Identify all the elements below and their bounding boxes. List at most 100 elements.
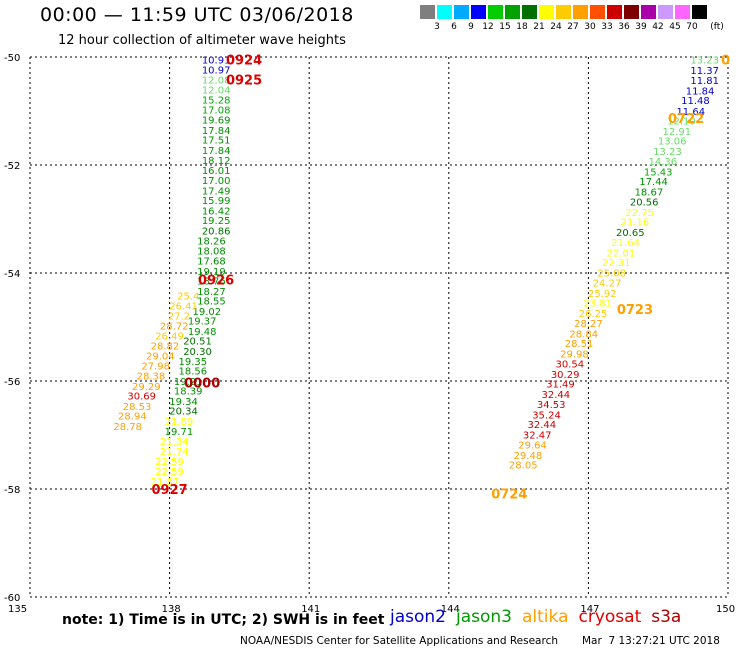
wave-height-point: 17.84: [202, 146, 231, 157]
wave-height-point: 20.65: [616, 228, 645, 239]
time-label: 0924: [226, 54, 262, 69]
wave-height-point: 25.08: [597, 268, 626, 279]
wave-height-point: 20.86: [202, 226, 231, 237]
wave-height-point: 10.97: [202, 65, 231, 76]
wave-height-point: 20.51: [183, 337, 212, 348]
wave-height-point: 17.49: [202, 186, 231, 197]
wave-height-point: 28.51: [565, 339, 594, 350]
time-label: 0724: [491, 487, 527, 502]
color-scale-label: 12: [482, 22, 494, 32]
wave-height-point: 26.41: [169, 301, 198, 312]
wave-height-point: 11.64: [676, 107, 705, 118]
wave-height-point: 19.21: [174, 377, 203, 388]
y-tick-label: -58: [4, 485, 20, 496]
legend-jason2: jason2: [390, 607, 446, 627]
wave-height-point: 14.36: [649, 157, 678, 168]
wave-height-point: 18.08: [197, 246, 226, 257]
color-scale-swatch: [692, 5, 707, 19]
color-scale-label: 70: [686, 22, 698, 32]
wave-height-point: 13.23: [653, 147, 682, 158]
wave-height-point: 18.39: [174, 387, 203, 398]
y-tick-label: -54: [4, 269, 20, 280]
wave-height-point: 19.19: [197, 267, 226, 278]
color-scale-swatch: [675, 5, 690, 19]
footer-note: note: 1) Time is in UTC; 2) SWH is in fe…: [62, 612, 385, 628]
color-scale-swatch: [624, 5, 639, 19]
wave-height-point: 31.49: [546, 380, 575, 391]
wave-height-point: 11.84: [686, 86, 715, 97]
wave-height-point: 20.56: [630, 198, 659, 209]
wave-height-point: 27.2: [168, 312, 190, 323]
time-label: 0000: [184, 377, 220, 392]
color-scale-label: 27: [567, 22, 579, 32]
time-label: 0926: [198, 273, 234, 288]
color-scale-label: 33: [601, 22, 613, 32]
wave-height-point: 21.34: [160, 437, 189, 448]
page-title: 00:00 — 11:59 UTC 03/06/2018: [40, 4, 354, 26]
wave-height-point: 19.35: [179, 357, 208, 368]
wave-height-point: 17.51: [202, 136, 231, 147]
wave-height-point: 32.44: [542, 390, 571, 401]
time-label: 0: [721, 54, 730, 69]
wave-height-point: 18.12: [202, 156, 231, 167]
color-scale-label: 18: [516, 22, 528, 32]
wave-height-point: 28.05: [509, 461, 538, 472]
legend-cryosat: cryosat: [578, 607, 642, 627]
wave-height-point: 15.43: [644, 167, 673, 178]
wave-height-point: 18.76: [197, 277, 226, 288]
wave-height-point: 15.28: [202, 96, 231, 107]
wave-height-point: 23.81: [583, 299, 612, 310]
wave-height-point: 29.64: [518, 441, 547, 452]
wave-height-point: 18.55: [197, 297, 226, 308]
x-tick-label: 141: [301, 604, 320, 615]
wave-height-point: 16.42: [202, 206, 231, 217]
color-scale-label: 9: [468, 22, 474, 32]
color-scale-label: 15: [499, 22, 511, 32]
color-scale-swatch: [522, 5, 537, 19]
color-scale-swatch: [658, 5, 673, 19]
legend-altika: altika: [522, 607, 569, 627]
wave-height-point: 12.91: [662, 127, 691, 138]
wave-height-point: 19.71: [165, 427, 194, 438]
credit-line: NOAA/NESDIS Center for Satellite Applica…: [240, 635, 558, 647]
x-tick-label: 135: [8, 604, 27, 615]
wave-height-point: 11.37: [690, 66, 719, 77]
wave-height-point: 21.74: [160, 447, 189, 458]
page-subtitle: 12 hour collection of altimeter wave hei…: [58, 33, 346, 48]
wave-height-point: 19.25: [202, 216, 231, 227]
y-tick-label: -50: [4, 53, 20, 64]
x-tick-label: 138: [162, 604, 181, 615]
wave-height-point: 22.01: [607, 248, 636, 259]
x-tick-label: 144: [441, 604, 460, 615]
color-scale-label: 36: [618, 22, 630, 32]
color-scale-unit: (ft): [710, 22, 724, 32]
x-tick-label: 147: [580, 604, 599, 615]
wave-height-point: 29.48: [514, 451, 543, 462]
wave-height-point: 28.84: [569, 329, 598, 340]
wave-height-point: 10.91: [202, 56, 231, 67]
wave-height-point: 12.10: [667, 117, 696, 128]
color-scale-swatch: [539, 5, 554, 19]
legend-s3a: s3a: [651, 607, 682, 627]
wave-height-point: 18.56: [179, 367, 208, 378]
wave-height-point: 25.92: [588, 289, 617, 300]
wave-height-point: 17.44: [639, 177, 668, 188]
wave-height-point: 28.82: [151, 341, 180, 352]
wave-height-point: 17.84: [202, 126, 231, 137]
color-scale-label: 6: [451, 22, 457, 32]
wave-height-point: 30.69: [127, 392, 156, 403]
wave-height-point: 22.59: [155, 467, 184, 478]
wave-height-point: 19.37: [188, 317, 217, 328]
color-scale-label: 3: [434, 22, 440, 32]
color-scale-label: 39: [635, 22, 647, 32]
wave-height-point: 21.16: [621, 218, 650, 229]
wave-height-point: 28.94: [118, 412, 147, 423]
wave-height-point: 34.53: [537, 400, 566, 411]
wave-height-point: 28.38: [137, 372, 166, 383]
wave-height-point: 28.53: [123, 402, 152, 413]
time-label: 0722: [668, 112, 704, 127]
wave-height-point: 22.31: [602, 258, 631, 269]
wave-height-point: 12.08: [202, 76, 231, 87]
wave-height-point: 29.98: [560, 349, 589, 360]
wave-height-point: 16.01: [202, 166, 231, 177]
